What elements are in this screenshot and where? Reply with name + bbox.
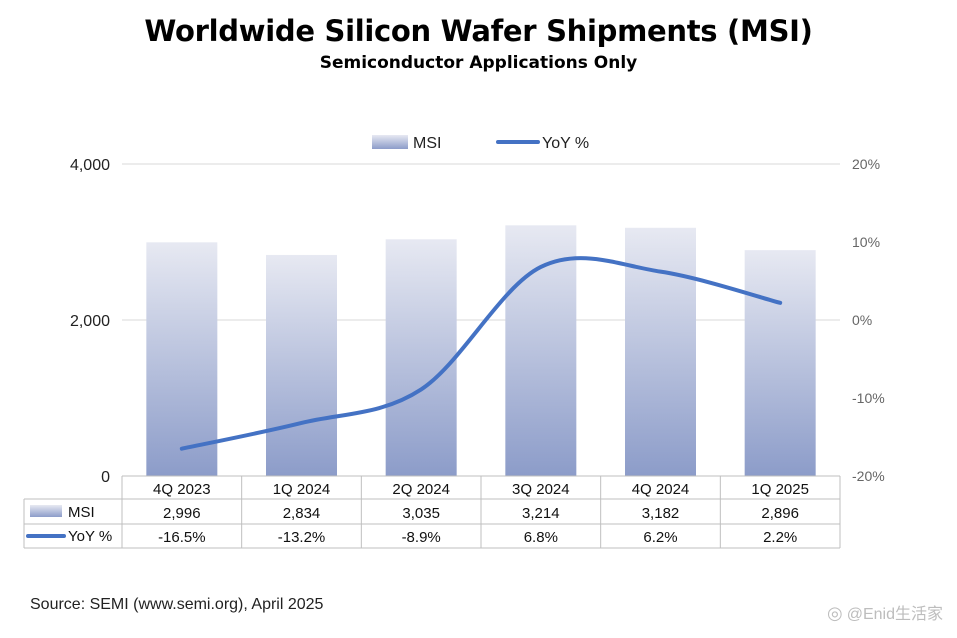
table-header-cell: 3Q 2024	[512, 481, 570, 498]
table-header-cell: 1Q 2024	[273, 481, 331, 498]
bar-2q-2024	[385, 239, 457, 476]
right-axis-tick-label: 10%	[852, 234, 880, 250]
table-yoy-cell: -16.5%	[158, 529, 206, 546]
right-axis-tick-label: -20%	[852, 468, 885, 484]
bar-1q-2025	[744, 250, 816, 476]
table-msi-cell: 2,996	[163, 505, 201, 522]
table-header-cell: 2Q 2024	[392, 481, 450, 498]
right-axis-tick-label: 20%	[852, 156, 880, 172]
watermark-text: @Enid生活家	[846, 606, 943, 623]
left-axis-tick-label: 0	[101, 469, 110, 486]
table-msi-cell: 3,182	[642, 505, 680, 522]
chart-subtitle: Semiconductor Applications Only	[319, 53, 638, 73]
table-msi-cell: 2,896	[761, 505, 799, 522]
bar-3q-2024	[505, 225, 577, 476]
left-axis-tick-label: 2,000	[70, 313, 110, 330]
bar-4q-2023	[146, 242, 218, 476]
table-msi-cell: 2,834	[283, 505, 321, 522]
table-header-cell: 4Q 2024	[632, 481, 690, 498]
legend-label-msi: MSI	[413, 135, 441, 152]
right-axis-tick-label: -10%	[852, 390, 885, 406]
table-header-cell: 4Q 2023	[153, 481, 211, 498]
table-yoy-cell: 6.8%	[524, 529, 558, 546]
yoy-line	[179, 256, 783, 451]
table-yoy-cell: 2.2%	[763, 529, 797, 546]
table-yoy-cell: -13.2%	[278, 529, 326, 546]
table-msi-cell: 3,214	[522, 505, 560, 522]
chart-title: Worldwide Silicon Wafer Shipments (MSI)	[144, 14, 813, 48]
table-row-label-yoy: YoY %	[68, 528, 112, 545]
left-axis-tick-label: 4,000	[70, 157, 110, 174]
bar-1q-2024	[266, 254, 337, 476]
table-header-cell: 1Q 2025	[751, 481, 809, 498]
table-yoy-cell: -8.9%	[402, 529, 441, 546]
watermark: ◎ @Enid生活家	[827, 600, 943, 624]
legend-swatch-msi	[372, 135, 408, 149]
table-row-key-msi	[30, 505, 62, 517]
bar-4q-2024	[625, 227, 696, 476]
source-note: Source: SEMI (www.semi.org), April 2025	[30, 596, 324, 613]
table-row-label-msi: MSI	[68, 504, 95, 521]
legend-label-yoy: YoY %	[542, 135, 589, 152]
chart-area: 0 2,000 4,000 -20% -10% 0% 10% 20% MSI YoY % 4Q …	[23, 135, 885, 549]
table-yoy-cell: 6.2%	[643, 529, 677, 546]
table-msi-cell: 3,035	[402, 505, 440, 522]
right-axis-tick-label: 0%	[852, 312, 872, 328]
weibo-icon: ◎	[827, 603, 843, 623]
